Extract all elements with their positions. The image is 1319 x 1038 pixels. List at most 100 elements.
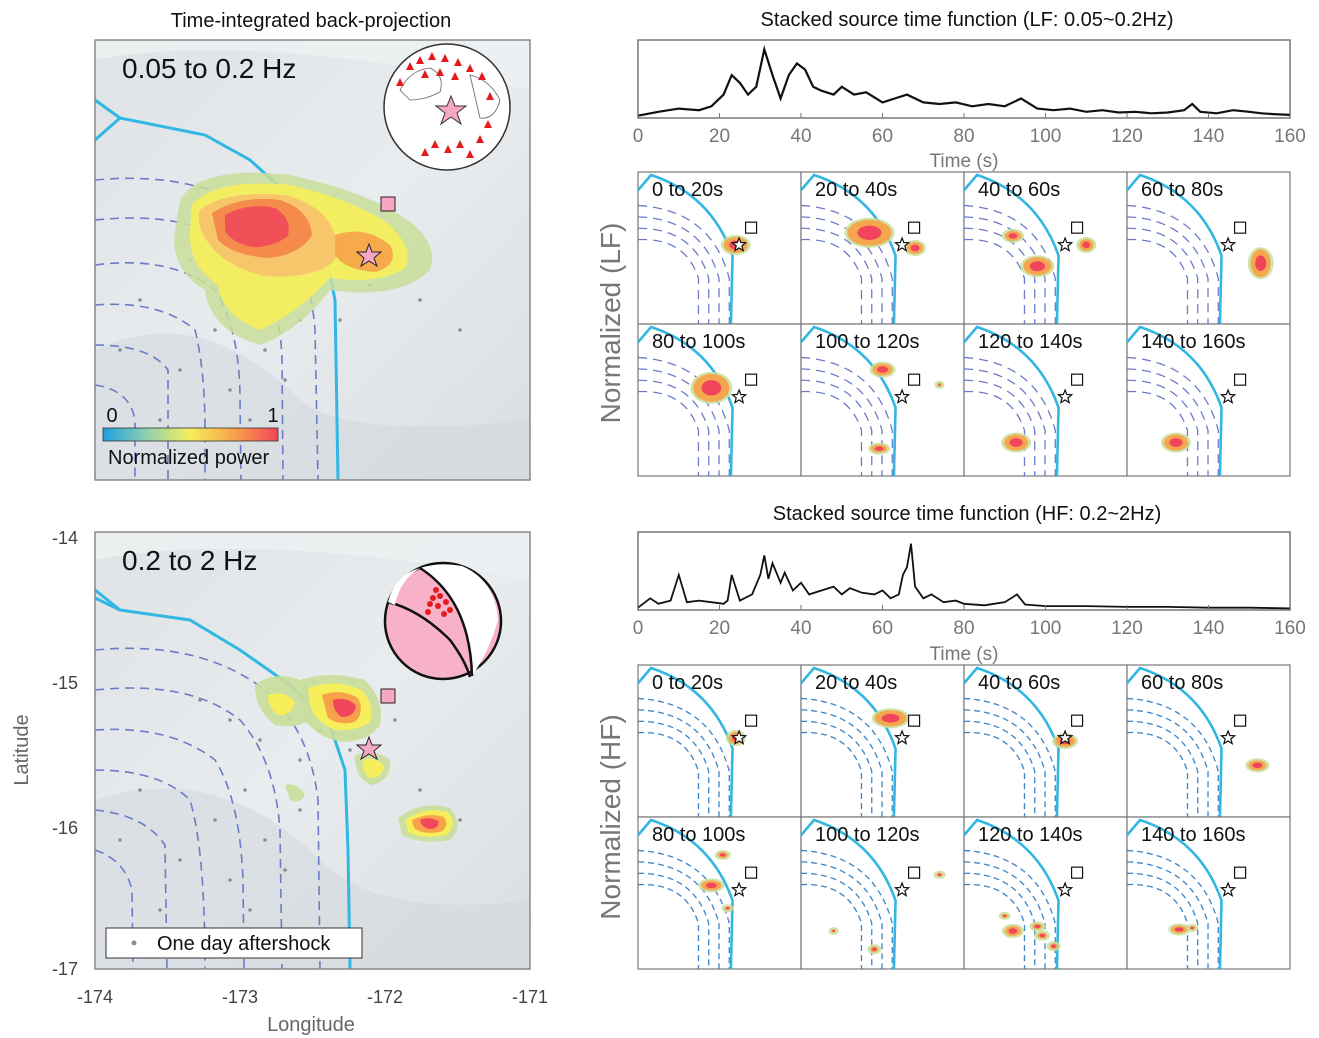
snapshot-epicenter-star	[1056, 729, 1074, 745]
y-tick-1: -14	[52, 528, 78, 548]
snapshot-trench	[1126, 325, 1223, 477]
snapshot-slab-contour	[800, 709, 883, 817]
snapshot-window-label: 0 to 20s	[652, 672, 723, 694]
snapshot-window-label: 140 to 160s	[1141, 331, 1246, 353]
snapshot-power-peak	[937, 873, 942, 876]
snapshot-slab-contour	[800, 379, 873, 476]
snapshot-slab-contour	[1126, 861, 1209, 969]
snapshot-power-peak	[1082, 241, 1091, 249]
snapshot-trench	[1126, 173, 1223, 325]
snapshot-slab-contour	[637, 390, 700, 476]
snapshot-slab-contour	[1126, 872, 1199, 969]
stf-lf-chart: Stacked source time function (LF: 0.05~0…	[633, 9, 1306, 172]
snapshot-slab-contour	[800, 238, 863, 324]
snapshot-slab-contour	[963, 238, 1026, 324]
snapshot-slab-contour	[637, 227, 710, 324]
stf-tick-label: 160	[1274, 618, 1306, 639]
y-tick-3: -16	[52, 818, 78, 838]
snapshot-slab-contour	[800, 720, 873, 817]
snapshot-slab-contour	[800, 861, 883, 969]
stf-tick-label: 160	[1274, 126, 1306, 147]
snapshot-window-label: 140 to 160s	[1141, 824, 1246, 846]
x-tick-3: -172	[367, 987, 403, 1007]
snapshot-slab-contour	[1126, 849, 1219, 969]
snapshot-power-peak	[1034, 924, 1041, 929]
lf-snapshot-8: 140 to 160s	[1126, 323, 1291, 477]
snapshot-power-peak	[1255, 255, 1267, 271]
snapshot-station-square	[744, 866, 758, 879]
colorbar-min: 0	[106, 405, 117, 427]
stf-tick-label: 0	[633, 618, 644, 639]
snapshot-station-square	[1070, 373, 1084, 386]
hf-snapshot-4: 60 to 80s	[1126, 664, 1291, 818]
snapshot-slab-contour	[1126, 697, 1219, 817]
snapshot-power-peak	[1169, 438, 1183, 447]
snapshot-station-square	[1233, 221, 1247, 234]
snapshot-slab-contour	[1126, 883, 1189, 969]
stf-hf-line	[637, 543, 1291, 610]
snapshot-station-square	[1070, 221, 1084, 234]
globe-inset	[383, 43, 511, 171]
snapshot-window-label: 100 to 120s	[815, 824, 920, 846]
snapshot-slab-contour	[963, 731, 1026, 817]
lf-snapshot-3: 40 to 60s	[963, 171, 1128, 325]
snapshot-epicenter-star	[730, 881, 748, 897]
snapshot-trench	[800, 666, 897, 818]
snapshot-slab-contour	[800, 390, 863, 476]
snapshot-slab-contour	[1126, 356, 1219, 476]
snapshot-slab-contour	[637, 872, 710, 969]
snapshot-epicenter-star	[1219, 881, 1237, 897]
x-tick-2: -173	[222, 987, 258, 1007]
snapshot-epicenter-star	[1219, 236, 1237, 252]
stf-tick-label: 140	[1193, 618, 1225, 639]
stf-tick-label: 80	[953, 618, 974, 639]
snapshot-station-square	[907, 714, 921, 727]
aftershock-legend-label: One day aftershock	[157, 933, 331, 955]
lf-snapshot-6: 100 to 120s	[800, 323, 965, 477]
snapshot-station-square	[907, 221, 921, 234]
lf-snapshot-5: 80 to 100s	[637, 323, 802, 477]
snapshot-slab-contour	[800, 356, 893, 476]
stf-tick-label: 60	[872, 126, 893, 147]
snapshot-station-square	[907, 866, 921, 879]
hf-snapshot-8: 140 to 160s	[1126, 816, 1291, 970]
snapshot-epicenter-star	[893, 881, 911, 897]
snapshot-power-peak	[938, 383, 941, 386]
snapshot-frame	[637, 171, 802, 325]
snapshot-slab-contour	[963, 697, 1056, 817]
snapshot-window-label: 80 to 100s	[652, 331, 745, 353]
snapshot-frame	[1126, 171, 1291, 325]
stf-lf-line	[637, 45, 1291, 117]
snapshot-slab-contour	[637, 238, 700, 324]
snapshot-epicenter-star	[1219, 729, 1237, 745]
snapshot-epicenter-star	[730, 729, 748, 745]
snapshot-slab-contour	[1126, 709, 1209, 817]
snapshot-power-peak	[1008, 928, 1018, 934]
snapshot-power-peak	[910, 244, 920, 252]
snapshot-slab-contour	[963, 356, 1056, 476]
stf-tick-label: 40	[790, 618, 811, 639]
snapshot-window-label: 20 to 40s	[815, 672, 897, 694]
map2-ylabel: Latitude	[11, 714, 33, 785]
snapshot-epicenter-star	[1056, 388, 1074, 404]
x-tick-1: -174	[77, 987, 113, 1007]
snapshot-slab-contour	[1126, 238, 1189, 324]
stf-tick-label: 40	[790, 126, 811, 147]
snapshot-power-peak	[874, 446, 884, 451]
snapshot-trench	[800, 173, 897, 325]
snapshot-slab-contour	[637, 204, 730, 324]
hf-snapshot-5: 80 to 100s	[637, 816, 802, 970]
stf-tick-label: 100	[1030, 618, 1062, 639]
snapshot-frame	[800, 171, 965, 325]
stf-tick-label: 100	[1030, 126, 1062, 147]
snapshot-slab-contour	[800, 872, 873, 969]
snapshot-power-peak	[1029, 261, 1046, 272]
snapshot-power-peak	[1190, 926, 1194, 930]
snapshot-epicenter-star	[1056, 881, 1074, 897]
stf-tick-label: 120	[1111, 618, 1143, 639]
snapshot-slab-contour	[637, 379, 710, 476]
snapshot-power-peak	[881, 713, 900, 723]
hf-grid-ylabel: Normalized (HF)	[595, 714, 626, 919]
map1-bp-contours	[174, 172, 432, 345]
